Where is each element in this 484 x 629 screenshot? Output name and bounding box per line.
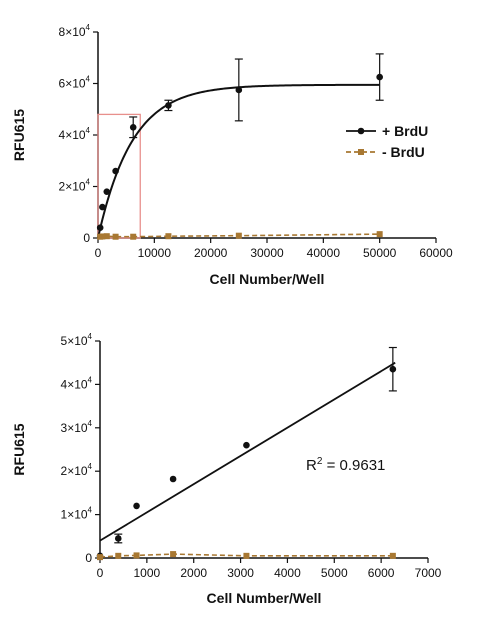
data-point (96, 224, 104, 231)
series-line (99, 553, 393, 558)
y-tick-label: 2×104 (61, 462, 93, 478)
data-point (389, 552, 396, 559)
data-point (99, 233, 106, 240)
data-point (170, 551, 177, 558)
data-point (235, 86, 243, 94)
data-point (103, 188, 111, 195)
data-point (97, 554, 103, 561)
r-squared-annotation: R2 = 0.9631 (306, 456, 385, 474)
x-tick-label: 20000 (194, 246, 228, 260)
data-point (112, 233, 119, 240)
data-point (114, 535, 122, 542)
x-tick-label: 6000 (368, 566, 395, 580)
data-point (165, 102, 172, 109)
legend: + BrdU - BrdU (346, 123, 428, 160)
data-point (133, 552, 140, 559)
x-tick-label: 60000 (419, 246, 453, 260)
data-point (243, 441, 250, 449)
x-tick-label: 50000 (363, 246, 397, 260)
data-point (129, 123, 137, 131)
y-tick-label: 8×104 (59, 23, 91, 39)
y-axis-label: RFU615 (11, 423, 27, 475)
x-tick-label: 30000 (250, 246, 284, 260)
y-axis-label: RFU615 (11, 109, 27, 161)
data-point (165, 233, 172, 240)
series-plus-brdu (96, 53, 384, 239)
y-tick-label: 4×104 (59, 126, 91, 142)
data-point (133, 502, 140, 510)
legend-marker (357, 127, 365, 135)
x-tick-label: 5000 (321, 566, 348, 580)
x-tick-label: 3000 (227, 566, 254, 580)
legend-label: - BrdU (382, 144, 425, 160)
data-point (103, 233, 110, 240)
data-point (376, 73, 383, 81)
data-point (99, 203, 106, 211)
top-chart: 0 10000 20000 30000 40000 50000 60000 0 2×104 4×1… (11, 23, 453, 287)
bottom-chart: 0 1000 2000 3000 4000 5000 6000 7000 0 1×104 2×104… (11, 332, 442, 606)
y-tick-label: 6×104 (59, 75, 91, 91)
x-axis-label: Cell Number/Well (207, 590, 322, 606)
data-point (235, 232, 242, 239)
fit-line (99, 361, 396, 542)
series-plus-brdu (96, 346, 397, 560)
y-tick-label: 3×104 (61, 419, 93, 435)
data-point (389, 365, 397, 373)
series-minus-brdu (97, 231, 383, 240)
legend-label: + BrdU (382, 123, 428, 139)
y-tick-label: 0 (85, 551, 92, 565)
legend-marker (358, 149, 364, 155)
y-tick-label: 5×104 (61, 332, 93, 348)
highlight-box (97, 113, 141, 239)
y-tick-label: 0 (83, 231, 90, 245)
data-point (243, 552, 250, 559)
x-axis-label: Cell Number/Well (210, 271, 325, 287)
y-tick-label: 4×104 (61, 375, 93, 391)
y-tick-label: 1×104 (61, 506, 93, 522)
data-point (130, 233, 137, 240)
x-tick-label: 1000 (134, 566, 161, 580)
x-tick-label: 4000 (274, 566, 301, 580)
data-point (115, 552, 122, 559)
x-tick-label: 10000 (138, 246, 172, 260)
x-tick-label: 7000 (415, 566, 442, 580)
series-minus-brdu (97, 551, 396, 561)
data-point (169, 475, 177, 483)
legend-item: - BrdU (346, 144, 425, 160)
y-tick-label: 2×104 (59, 178, 91, 194)
x-tick-label: 40000 (307, 246, 341, 260)
legend-item: + BrdU (346, 123, 428, 139)
x-tick-label: 2000 (180, 566, 207, 580)
x-tick-label: 0 (95, 246, 102, 260)
data-point (112, 167, 119, 175)
data-point (376, 231, 383, 238)
x-tick-label: 0 (97, 566, 104, 580)
